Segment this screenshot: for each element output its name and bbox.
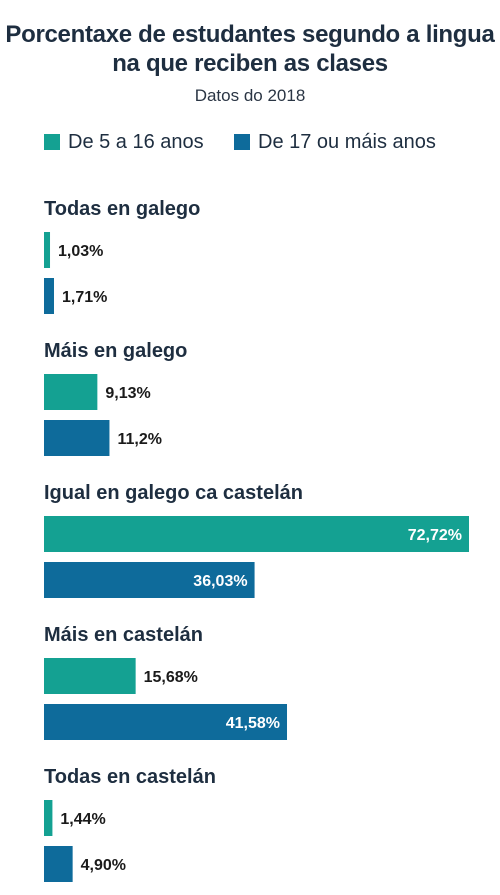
data-label: 36,03%: [193, 573, 247, 590]
bar-series-2: [44, 846, 73, 882]
bar-series-1: [44, 516, 469, 552]
legend-item-series-2: De 17 ou máis anos: [234, 130, 436, 154]
bar-series-2: [44, 704, 288, 740]
chart-subtitle: Datos do 2018: [194, 86, 306, 105]
legend-label-series-1: De 5 a 16 anos: [68, 130, 204, 153]
data-label: 1,44%: [60, 811, 105, 828]
bar-series-2: [44, 278, 54, 314]
bar-series-2: [44, 420, 110, 456]
chart-title-line-2: na que reciben as clases: [112, 50, 388, 77]
legend-label-series-2: De 17 ou máis anos: [258, 130, 436, 153]
bar-series-1: [44, 374, 98, 410]
data-label: 4,90%: [81, 857, 126, 874]
category-label: Máis en castelán: [44, 624, 203, 646]
data-label: 1,03%: [58, 243, 103, 260]
bar-series-1: [44, 800, 53, 836]
data-label: 41,58%: [226, 715, 280, 732]
legend-swatch-series-1: [44, 134, 60, 150]
data-label: 11,2%: [117, 431, 161, 448]
category-label: Máis en galego: [44, 340, 187, 362]
data-label: 15,68%: [144, 669, 198, 686]
category-label: Todas en galego: [44, 198, 200, 220]
data-label: 1,71%: [62, 289, 107, 306]
data-label: 9,13%: [105, 385, 150, 402]
category-label: Todas en castelán: [44, 766, 216, 788]
chart-title-line-1: Porcentaxe de estudantes segundo a lingu…: [5, 21, 495, 48]
legend-swatch-series-2: [234, 134, 250, 150]
bar-series-1: [44, 232, 51, 268]
legend-item-series-1: De 5 a 16 anos: [44, 130, 204, 154]
bar-series-1: [44, 658, 136, 694]
data-label: 72,72%: [408, 527, 462, 544]
category-label: Igual en galego ca castelán: [44, 482, 303, 504]
bar-series-2: [44, 562, 255, 598]
